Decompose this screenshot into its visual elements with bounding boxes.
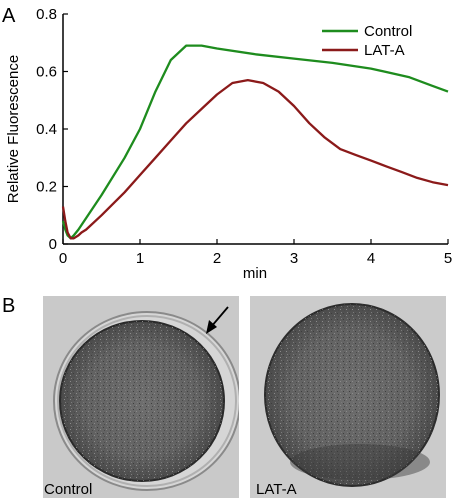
series-line-lat-a [61, 78, 449, 240]
fluorescence-chart: 0 1 2 3 4 5 0 0.2 0.4 0.6 0.8 min Relative Fluore… [5, 6, 452, 282]
legend-label-control: Control [364, 23, 412, 40]
y-ticks: 0 0.2 0.4 0.6 0.8 [36, 6, 68, 253]
series-line-control [61, 44, 449, 240]
y-tick-label: 0.6 [36, 64, 57, 81]
legend-label-lat-a: LAT-A [364, 42, 405, 59]
x-tick-label: 0 [59, 250, 67, 267]
panel-b-letter: B [2, 295, 15, 317]
control-micrograph: Control [43, 296, 239, 498]
series-lines [61, 44, 449, 240]
panel-a-letter: A [2, 5, 16, 27]
lat-a-image-label: LAT-A [256, 481, 297, 498]
y-tick-label: 0.4 [36, 121, 57, 138]
y-tick-label: 0.2 [36, 179, 57, 196]
x-axis-label: min [243, 265, 267, 282]
y-tick-label: 0 [49, 236, 57, 253]
arrow-icon [206, 306, 229, 334]
y-axis-label: Relative Fluorescence [5, 55, 22, 203]
x-ticks: 0 1 2 3 4 5 [59, 239, 452, 267]
x-tick-label: 3 [290, 250, 298, 267]
x-tick-label: 4 [367, 250, 375, 267]
legend: Control LAT-A [322, 23, 412, 59]
x-tick-label: 5 [444, 250, 452, 267]
y-tick-label: 0.8 [36, 6, 57, 23]
control-image-label: Control [44, 481, 92, 498]
x-tick-label: 1 [136, 250, 144, 267]
x-tick-label: 2 [213, 250, 221, 267]
lat-a-micrograph: LAT-A [250, 296, 446, 498]
